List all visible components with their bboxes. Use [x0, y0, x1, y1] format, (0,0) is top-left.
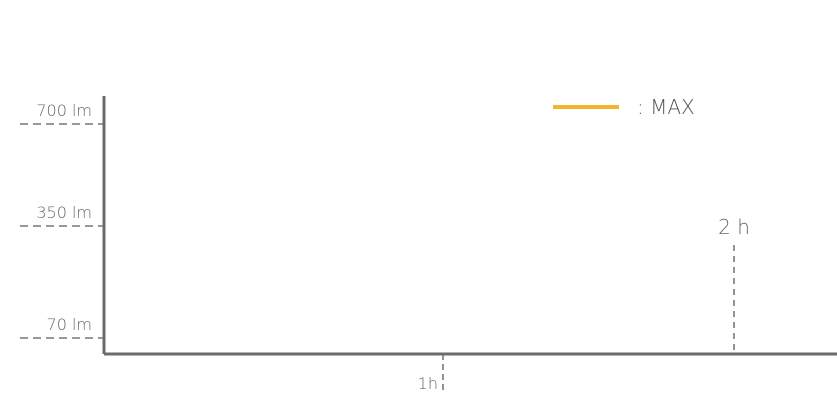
x-tick-label-0: 1h: [418, 374, 438, 392]
y-tick-label-2: 700 lm: [36, 101, 92, 120]
y-tick-label-1: 350 lm: [36, 203, 92, 222]
legend: : MAX: [553, 95, 695, 119]
y-guide-lines: [20, 123, 104, 339]
y-tick-labels: 70 lm 350 lm 700 lm: [36, 101, 92, 334]
legend-label-max: : MAX: [637, 95, 695, 119]
annotation-labels: 2 h: [718, 215, 750, 239]
x-guide-lines: [442, 245, 735, 392]
axes: [102, 96, 837, 356]
x-tick-labels: 1h: [418, 374, 438, 393]
annotation-label-0: 2 h: [718, 215, 750, 239]
y-tick-label-0: 70 lm: [47, 315, 92, 334]
